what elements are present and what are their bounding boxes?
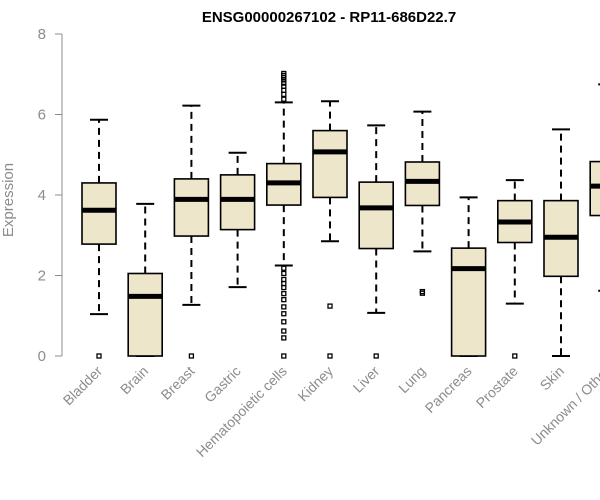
outlier-point (281, 290, 287, 297)
box-group (173, 104, 210, 359)
box-group (358, 124, 395, 359)
x-tick-label: Brain (117, 363, 151, 397)
y-tick-label: 2 (38, 268, 46, 285)
y-tick-label: 0 (38, 348, 46, 365)
iqr-box (127, 272, 163, 357)
outlier-point (281, 335, 287, 341)
outlier-point (281, 265, 287, 271)
x-tick-label: Pancreas (422, 363, 475, 416)
iqr-box (312, 129, 348, 199)
chart-title: ENSG00000267102 - RP11-686D22.7 (202, 9, 456, 26)
iqr-box (358, 181, 395, 250)
x-tick-label: Bladder (60, 363, 106, 409)
outlier-point (281, 353, 287, 359)
outlier-point (419, 288, 426, 295)
x-tick-label: Hematopoietic cells (193, 363, 290, 460)
y-tick-label: 4 (38, 187, 46, 204)
box-group (450, 196, 487, 357)
outlier-point (281, 296, 287, 303)
outlier-point (281, 270, 287, 277)
plot-area (81, 70, 600, 359)
box-group (81, 118, 117, 359)
x-tick-label: Prostate (473, 363, 521, 411)
x-tick-label: Lung (395, 363, 428, 396)
box-group (543, 128, 579, 357)
box-group (312, 100, 348, 359)
x-tick-label: Kidney (295, 363, 337, 405)
y-tick-label: 6 (38, 107, 46, 124)
iqr-box (173, 178, 210, 237)
x-tick-label: Gastric (201, 363, 244, 406)
y-tick-label: 8 (38, 26, 46, 43)
box-group (404, 110, 441, 296)
outlier-point (281, 70, 287, 77)
outlier-point (281, 319, 287, 325)
outlier-point (96, 353, 102, 359)
box-group (265, 70, 302, 359)
outlier-point (281, 80, 287, 86)
x-tick-label: Liver (350, 363, 383, 396)
outlier-point (373, 353, 379, 359)
x-tick-label: Breast (158, 363, 198, 403)
iqr-box (450, 247, 487, 357)
outlier-point (281, 304, 287, 310)
y-axis: 0 2 4 6 8 (38, 26, 63, 365)
outlier-point (281, 311, 287, 317)
iqr-box (81, 182, 117, 245)
outlier-point (281, 276, 287, 283)
outlier-point (281, 96, 287, 102)
outlier-point (327, 303, 333, 309)
box-group (496, 179, 533, 359)
box-group (127, 202, 163, 357)
outlier-point (327, 353, 333, 359)
outlier-point (281, 328, 287, 334)
outlier-point (512, 353, 518, 359)
iqr-box (219, 174, 256, 231)
outlier-point (281, 83, 287, 89)
y-axis-label: Expression (0, 163, 17, 237)
outlier-point (188, 353, 195, 359)
box-group (219, 151, 256, 289)
box-group (589, 83, 600, 292)
x-tick-label: Skin (537, 363, 568, 394)
